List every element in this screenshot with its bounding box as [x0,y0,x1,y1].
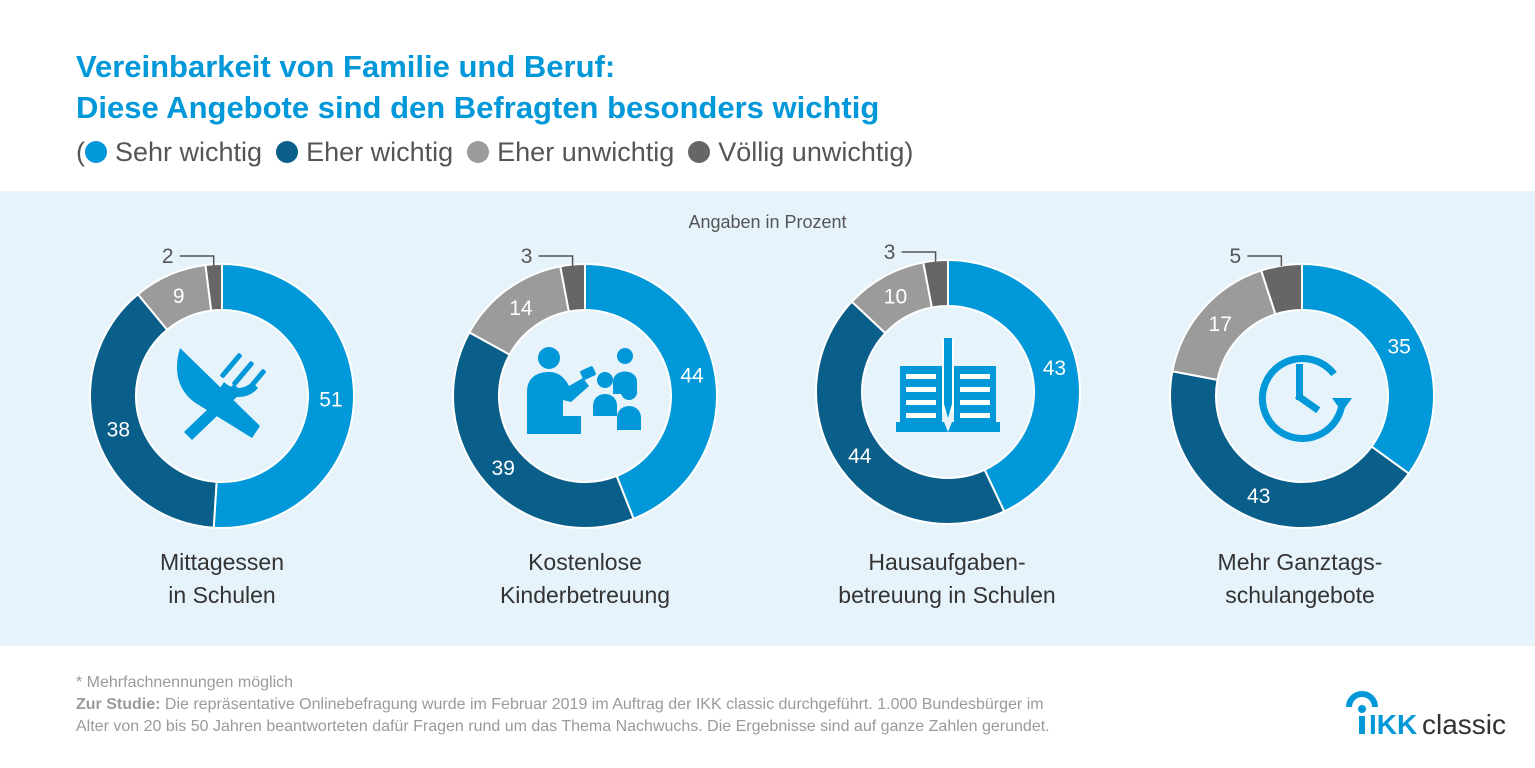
donut-chart: 51 38 9 2 [89,245,355,529]
donut-value-label: 35 [1387,336,1410,359]
donut-segment [212,262,355,529]
donut-segment [947,258,1081,513]
study-label: Zur Studie: [76,696,161,713]
donut-segment [815,300,1006,525]
donut-segment [1169,370,1411,529]
legend: ( Sehr wichtig Eher wichtig Eher unwichtig V… [76,134,913,170]
donut-chart: 35 43 17 5 [1169,245,1435,529]
legend-swatch [85,141,107,163]
chart-label-ganztags: Mehr Ganztags- schulangebote [1170,546,1430,612]
chart-label-kinderbetreuung: Kostenlose Kinderbetreuung [455,546,715,612]
chart-label-line-1: Mittagessen [159,549,284,575]
legend-item-sehr-wichtig: Sehr wichtig [85,134,262,170]
homework-book-icon [896,338,1000,432]
footnote-study-1: Zur Studie: Die repräsentative Onlinebef… [76,694,1226,716]
donut-value-label: 44 [848,445,872,468]
chart-label-line-2: betreuung in Schulen [838,582,1056,608]
footnote-note: * Mehrfachnennungen möglich [76,674,294,691]
donut-value-label: 10 [884,285,907,308]
donut-value-label: 43 [1247,485,1270,508]
leader-line [179,255,215,266]
chart-label-line-2: Kinderbetreuung [499,582,671,608]
leader-line [901,251,937,262]
donut-value-label: 44 [680,365,704,388]
legend-swatch [688,141,711,163]
donut-segment [1259,262,1303,316]
legend-label: Eher unwichtig [497,137,675,167]
legend-item-eher-wichtig: Eher wichtig [276,134,453,170]
chart-label-line-1: Kostenlose [528,549,642,575]
donut-value-label: 3 [884,241,896,264]
unit-label: Angaben in Prozent [688,212,847,232]
legend-swatch [467,141,490,163]
title-line-1: Vereinbarkeit von Familie und Beruf: [76,49,616,84]
chart-label-hausaufgaben: Hausaufgaben- betreuung in Schulen [817,546,1077,612]
donut-chart: 43 44 10 3 [815,241,1081,525]
clock-icon [1258,355,1352,442]
donut-segment [452,331,635,529]
childcare-icon [527,347,641,434]
title-line-2: Diese Angebote sind den Befragten besond… [76,90,880,125]
legend-swatch [276,141,299,163]
chart-label-mittagessen: Mittagessen in Schulen [92,546,352,612]
legend-label: Sehr wichtig [115,137,263,167]
donut-chart: 44 39 14 3 [452,245,718,529]
legend-open-paren: ( [76,137,85,167]
logo-brand-bold: IKK [1369,709,1417,737]
chart-label-line-1: Mehr Ganztags- [1217,549,1383,575]
legend-label: Völlig unwichtig [718,137,905,167]
leader-line [1247,255,1283,266]
donut-value-label: 14 [509,297,533,320]
donut-value-label: 17 [1209,313,1232,336]
legend-label: Eher wichtig [306,137,454,167]
chart-label-line-1: Hausaufgaben- [868,549,1026,575]
donut-segment [1301,262,1435,475]
donut-value-label: 9 [173,285,185,308]
footnote: * Mehrfachnennungen möglich Zur Studie: … [76,672,1226,738]
donut-value-label: 5 [1230,245,1242,268]
donut-value-label: 2 [162,245,174,268]
cutlery-icon [176,348,266,440]
chart-title: Vereinbarkeit von Familie und Beruf: Die… [76,46,879,128]
legend-close-paren: ) [904,137,914,167]
chart-label-line-2: in Schulen [168,582,276,608]
leader-line [538,255,574,266]
logo-brand-light: classic [1422,709,1506,737]
legend-item-voellig-unwichtig: Völlig unwichtig [688,134,904,170]
donut-segment [559,262,586,313]
donut-value-label: 51 [319,388,342,411]
donut-segment [584,262,718,521]
donut-value-label: 38 [107,419,130,442]
donut-value-label: 39 [492,457,515,480]
donut-segment [204,262,223,312]
donut-value-label: 3 [521,245,533,268]
legend-item-eher-unwichtig: Eher unwichtig [467,134,674,170]
study-text-1: Die repräsentative Onlinebefragung wurde… [160,696,1044,713]
donut-segment [89,292,218,529]
donut-value-label: 43 [1043,357,1066,380]
donut-segment [922,258,949,309]
ikk-classic-logo: IKK classic [1346,691,1506,737]
chart-label-line-2: schulangebote [1225,582,1375,608]
footnote-study-2: Alter von 20 bis 50 Jahren beantworteten… [76,718,1050,735]
